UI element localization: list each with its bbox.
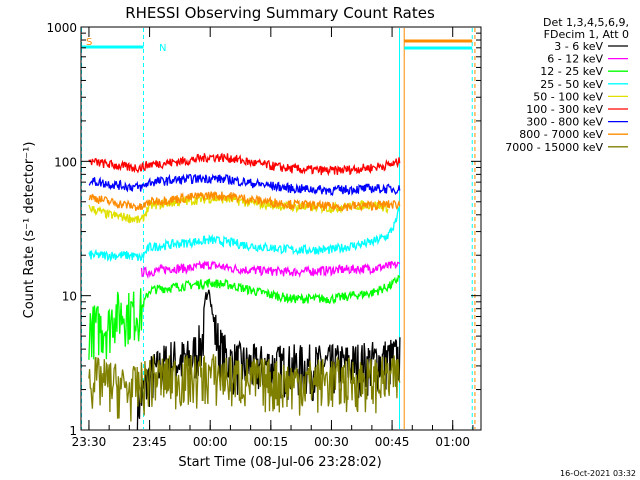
chart-title: RHESSI Observing Summary Count Rates [125, 4, 435, 22]
y-tick-label: 100 [54, 155, 77, 169]
y-axis-label: Count Rate (s⁻¹ detector⁻¹) [22, 142, 37, 319]
y-tick-label: 1 [69, 424, 77, 438]
flag-bar [404, 39, 473, 43]
series-line-800-7000-kev [88, 191, 401, 212]
series-line-6-12-kev [140, 260, 401, 279]
series-line-12-25-kev [88, 274, 401, 360]
x-tick-label: 23:30 [72, 435, 107, 449]
series-line-25-50-kev [88, 206, 401, 263]
x-tick-label: 00:15 [254, 435, 289, 449]
y-tick-label: 1000 [46, 21, 77, 35]
x-tick-label: 23:45 [132, 435, 167, 449]
x-tick-label: 01:00 [435, 435, 470, 449]
x-tick-label: 00:30 [314, 435, 349, 449]
series-line-50-100-kev [88, 193, 389, 224]
timestamp: 16-Oct-2021 03:32 [560, 469, 636, 478]
legend-label: 100 - 300 keV [526, 103, 603, 116]
axes-group: 1 10 100 1000 23:30 23:45 00:00 00:15 00:30 00:45… [46, 21, 481, 449]
series-line-7000-15000-kev [88, 354, 401, 422]
x-tick-label: 00:45 [375, 435, 410, 449]
plot-frame [80, 26, 482, 431]
legend-label: 3 - 6 keV [554, 40, 603, 53]
legend-label: 300 - 800 keV [526, 116, 603, 129]
flag-bar [404, 46, 473, 50]
legend-label: 50 - 100 keV [533, 90, 603, 103]
legend-label: 800 - 7000 keV [519, 128, 603, 141]
x-axis-label: Start Time (08-Jul-06 23:28:02) [178, 455, 381, 470]
series-line-300-800-kev [88, 173, 401, 197]
legend-label: 7000 - 15000 keV [505, 141, 603, 154]
legend-header-line-1: Det 1,3,4,5,6,9, [543, 16, 629, 29]
y-tick-label: 10 [62, 290, 77, 304]
legend-label: 6 - 12 keV [547, 53, 603, 66]
plot-marks [81, 28, 476, 431]
flag-bar [81, 45, 144, 49]
x-tick-label: 00:00 [193, 435, 228, 449]
legend-label: 25 - 50 keV [540, 78, 603, 91]
flag-label-s: S [86, 37, 92, 48]
series-line-100-300-kev [88, 152, 401, 177]
flag-label-n: N [159, 43, 166, 54]
plot-frame-group [80, 26, 482, 431]
legend-label: 12 - 25 keV [540, 65, 603, 78]
legend-header-line-2: FDecim 1, Att 0 [544, 28, 629, 41]
